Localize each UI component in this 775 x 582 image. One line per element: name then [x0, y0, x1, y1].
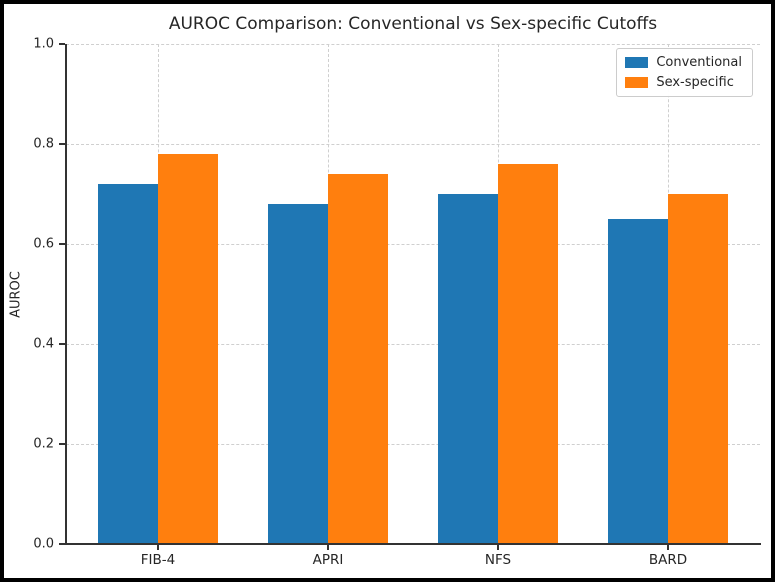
bar-conventional-nfs	[438, 194, 498, 544]
y-tick-mark	[59, 543, 65, 545]
y-gridline	[66, 144, 760, 145]
y-tick-label: 0.6	[33, 236, 54, 252]
x-tick-label: FIB-4	[140, 552, 176, 568]
chart-title: AUROC Comparison: Conventional vs Sex-sp…	[168, 14, 658, 34]
y-tick-mark	[59, 143, 65, 145]
y-tick-mark	[59, 343, 65, 345]
y-tick-mark	[59, 243, 65, 245]
bar-sex-specific-nfs	[498, 164, 558, 544]
x-tick-label: NFS	[484, 552, 512, 568]
y-gridline	[66, 244, 760, 245]
bar-sex-specific-apri	[328, 174, 388, 544]
bar-conventional-apri	[268, 204, 328, 544]
x-axis-spine	[65, 543, 761, 545]
y-tick-mark	[59, 43, 65, 45]
legend-item-conventional: Conventional	[625, 55, 742, 70]
y-tick-label: 0.8	[33, 136, 54, 152]
x-tick-mark	[667, 545, 669, 550]
bar-conventional-bard	[608, 219, 668, 544]
x-tick-mark	[497, 545, 499, 550]
y-tick-mark	[59, 443, 65, 445]
bar-sex-specific-bard	[668, 194, 728, 544]
y-axis-spine	[65, 44, 67, 544]
legend-swatch-icon	[625, 57, 649, 68]
y-tick-label: 0.4	[33, 336, 54, 352]
bar-sex-specific-fib-4	[158, 154, 218, 544]
x-tick-label: APRI	[312, 552, 344, 568]
y-gridline	[66, 44, 760, 45]
y-tick-label: 0.2	[33, 436, 54, 452]
legend-label: Sex-specific	[656, 75, 734, 90]
y-gridline	[66, 444, 760, 445]
y-tick-label: 1.0	[33, 36, 54, 52]
legend: Conventional Sex-specific	[616, 48, 753, 97]
x-tick-mark	[327, 545, 329, 550]
x-tick-mark	[157, 545, 159, 550]
legend-item-sex-specific: Sex-specific	[625, 75, 742, 90]
y-axis-label: AUROC	[8, 271, 24, 318]
bar-conventional-fib-4	[98, 184, 158, 544]
x-tick-label: BARD	[648, 552, 688, 568]
plot-area: 0.0 0.2 0.4 0.6 0.8 1.0 FIB-4 APRI NFS BARD Conven…	[33, 37, 761, 568]
y-gridline	[66, 344, 760, 345]
legend-label: Conventional	[656, 55, 742, 70]
y-tick-label: 0.0	[33, 536, 54, 552]
legend-swatch-icon	[625, 77, 649, 88]
